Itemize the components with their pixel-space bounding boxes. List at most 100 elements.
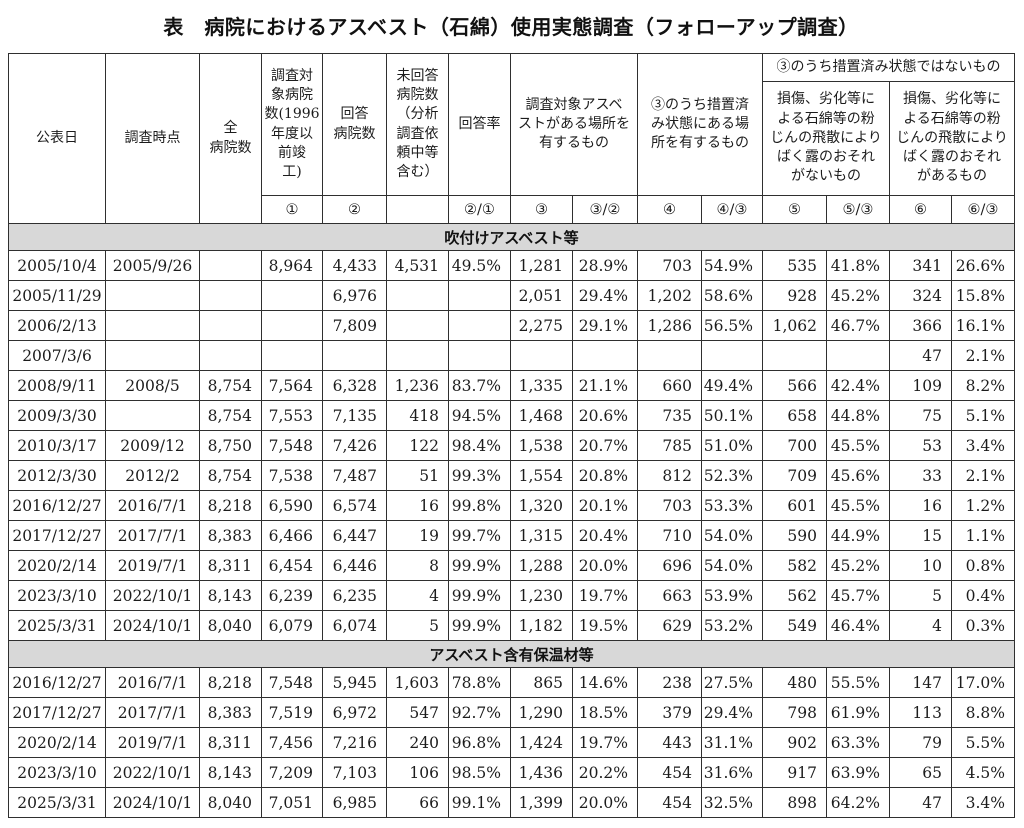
table-cell: 8,754: [199, 370, 262, 401]
table-cell: 15: [889, 520, 952, 551]
table-body: 吹付けアスベスト等 2005/10/4 2005/9/26 8,964 4,433 4,5…: [8, 223, 1015, 818]
table-cell: 2008/5: [105, 370, 200, 401]
col-header-survey-point: 調査時点: [105, 53, 200, 224]
table-cell: 45.2%: [826, 550, 890, 581]
table-cell: 1,202: [637, 280, 702, 311]
table-cell: 480: [762, 667, 827, 698]
table-cell: 5: [386, 610, 449, 641]
table-cell: 61.9%: [826, 697, 890, 728]
table-header: 公表日 調査時点 全 病院数 調査対 象病院 数(1996 年度以 前竣 工) …: [8, 53, 1015, 224]
table-cell: 19.7%: [572, 580, 638, 611]
table-cell: 19.7%: [572, 727, 638, 758]
table-cell: 6,447: [322, 520, 387, 551]
table-row: 2008/9/11 2008/5 8,754 7,564 6,328 1,236 83.7%…: [8, 370, 1015, 401]
table-cell: 53: [889, 430, 952, 461]
table-cell: 8,143: [199, 757, 262, 788]
table-cell: 46.7%: [826, 310, 890, 341]
table-cell: 7,538: [261, 460, 323, 491]
table-cell: 7,209: [261, 757, 323, 788]
table-cell: 4: [386, 580, 449, 611]
table-cell: 1,335: [510, 370, 573, 401]
table-cell: 29.4%: [572, 280, 638, 311]
ref-3-over-2: ③/②: [572, 195, 638, 224]
table-cell: 2005/10/4: [8, 250, 106, 281]
table-cell: 99.7%: [448, 520, 511, 551]
table-cell: 20.0%: [572, 550, 638, 581]
table-cell: 4: [889, 610, 952, 641]
col-header-total-hospitals: 全 病院数: [199, 53, 262, 224]
col-header-publish-date: 公表日: [8, 53, 106, 224]
reference-number-row: ① ② ②/① ③ ③/② ④ ④/③ ⑤ ⑤/③ ⑥ ⑥/③: [9, 195, 1015, 224]
table-row: 2023/3/10 2022/10/1 8,143 7,209 7,103 106 98.5…: [8, 757, 1015, 788]
table-cell: 14.6%: [572, 667, 638, 698]
table-cell: 18.5%: [572, 697, 638, 728]
table-cell: 44.9%: [826, 520, 890, 551]
table-cell: 20.0%: [572, 787, 638, 818]
table-cell: 56.5%: [701, 310, 763, 341]
table-cell: 6,985: [322, 787, 387, 818]
table-cell: 31.6%: [701, 757, 763, 788]
table-cell: 2,275: [510, 310, 573, 341]
table-cell: 535: [762, 250, 827, 281]
table-cell: 79: [889, 727, 952, 758]
table-cell: [762, 340, 827, 371]
table-cell: 917: [762, 757, 827, 788]
table-cell: 7,051: [261, 787, 323, 818]
table-cell: 53.3%: [701, 490, 763, 521]
table-cell: 94.5%: [448, 400, 511, 431]
table-cell: 33: [889, 460, 952, 491]
table-cell: 2007/3/6: [8, 340, 106, 371]
table-cell: 16: [386, 490, 449, 521]
table-cell: 41.8%: [826, 250, 890, 281]
table-cell: 785: [637, 430, 702, 461]
table-cell: 6,976: [322, 280, 387, 311]
table-cell: 32.5%: [701, 787, 763, 818]
table-cell: 1,436: [510, 757, 573, 788]
table-cell: 122: [386, 430, 449, 461]
table-cell: 98.4%: [448, 430, 511, 461]
table-cell: 2017/12/27: [8, 697, 106, 728]
table-cell: 238: [637, 667, 702, 698]
table-row: 2016/12/27 2016/7/1 8,218 7,548 5,945 1,603 78…: [8, 667, 1015, 698]
table-cell: 99.3%: [448, 460, 511, 491]
table-cell: 1,182: [510, 610, 573, 641]
table-cell: 1,468: [510, 400, 573, 431]
table-cell: 6,590: [261, 490, 323, 521]
table-cell: 663: [637, 580, 702, 611]
table-cell: 2017/7/1: [105, 520, 200, 551]
col-header-exposure-risk: 損傷、劣化等に よる石綿等の粉 じんの飛散により ばく露のおそれ があるもの: [889, 81, 1015, 196]
table-cell: 2.1%: [951, 340, 1015, 371]
table-cell: 45.5%: [826, 430, 890, 461]
table-cell: 562: [762, 580, 827, 611]
table-cell: 49.5%: [448, 250, 511, 281]
table-cell: 99.9%: [448, 610, 511, 641]
table-cell: 98.5%: [448, 757, 511, 788]
table-cell: 2016/7/1: [105, 667, 200, 698]
table-cell: 8,311: [199, 727, 262, 758]
table-cell: 443: [637, 727, 702, 758]
ref-empty: [386, 195, 449, 224]
table-cell: 20.4%: [572, 520, 638, 551]
table-cell: [386, 340, 449, 371]
table-cell: 3.4%: [951, 787, 1015, 818]
table-cell: 29.1%: [572, 310, 638, 341]
table-cell: [448, 310, 511, 341]
ref-5-over-3: ⑤/③: [826, 195, 890, 224]
table-cell: 16: [889, 490, 952, 521]
table-cell: 5,945: [322, 667, 387, 698]
table-cell: 1,603: [386, 667, 449, 698]
table-cell: 99.9%: [448, 550, 511, 581]
table-row: 2020/2/14 2019/7/1 8,311 6,454 6,446 8 99.9% 1,…: [8, 550, 1015, 581]
table-cell: 454: [637, 757, 702, 788]
table-cell: [701, 340, 763, 371]
table-cell: 10: [889, 550, 952, 581]
table-cell: 45.6%: [826, 460, 890, 491]
table-title: 表 病院におけるアスベスト（石綿）使用実態調査（フォローアップ調査）: [163, 15, 859, 39]
table-cell: 2023/3/10: [8, 580, 106, 611]
table-cell: 629: [637, 610, 702, 641]
table-cell: 379: [637, 697, 702, 728]
col-header-has-asbestos-location: 調査対象アスベ ストがある場所を 有するもの: [510, 53, 638, 196]
table-cell: 6,454: [261, 550, 323, 581]
table-cell: 6,079: [261, 610, 323, 641]
table-cell: 240: [386, 727, 449, 758]
